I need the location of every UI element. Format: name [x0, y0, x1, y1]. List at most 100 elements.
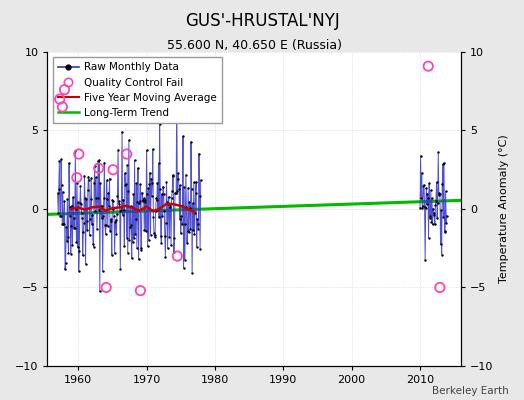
Point: [423, 190, 432, 197]
Point: [117, 204, 126, 210]
Point: [106, 216, 115, 222]
Point: [126, 224, 134, 230]
Point: [113, 211, 121, 217]
Point: [123, 234, 131, 241]
Point: [81, 261, 90, 268]
Point: [75, 200, 84, 206]
Point: [146, 232, 155, 238]
Point: [132, 180, 140, 187]
Point: [151, 232, 159, 238]
Point: [424, 235, 433, 241]
Point: [132, 216, 140, 222]
Point: [82, 218, 91, 224]
Point: [112, 231, 121, 237]
Point: [143, 191, 151, 197]
Point: [111, 219, 119, 225]
Point: [435, 190, 444, 196]
Point: [108, 196, 116, 203]
Point: [57, 156, 66, 163]
Point: [117, 207, 125, 213]
Point: [73, 244, 82, 250]
Point: [131, 230, 139, 237]
Point: [93, 194, 102, 201]
Point: [53, 190, 62, 196]
Point: [432, 179, 441, 186]
Point: [64, 234, 72, 241]
Point: [443, 213, 451, 219]
Point: [441, 229, 449, 236]
Point: [130, 157, 139, 164]
Point: [143, 147, 151, 154]
Point: [78, 215, 86, 222]
Point: [170, 249, 178, 256]
Point: [161, 253, 170, 260]
Point: [146, 170, 154, 176]
Point: [177, 230, 185, 236]
Point: [99, 213, 107, 219]
Point: [438, 252, 446, 258]
Point: [194, 221, 202, 227]
Point: [162, 179, 171, 185]
Point: [127, 222, 135, 228]
Point: [101, 231, 110, 238]
Point: [431, 220, 439, 227]
Point: [120, 242, 128, 249]
Point: [102, 222, 110, 228]
Point: [179, 264, 188, 271]
Point: [68, 242, 77, 248]
Point: [168, 188, 177, 194]
Point: [68, 202, 76, 209]
Point: [154, 160, 162, 166]
Point: [151, 208, 160, 215]
Point: [195, 150, 203, 157]
Point: [124, 250, 132, 256]
Point: [170, 235, 179, 242]
Point: [191, 209, 199, 216]
Point: [437, 207, 445, 213]
Point: [116, 208, 124, 214]
Point: [137, 245, 145, 251]
Point: [113, 193, 122, 200]
Point: [434, 149, 442, 156]
Point: [173, 188, 181, 194]
Point: [79, 252, 87, 259]
Point: [144, 185, 152, 192]
Point: [96, 180, 105, 186]
Point: [69, 194, 77, 200]
Point: [61, 260, 70, 266]
Point: [82, 196, 90, 202]
Point: [130, 235, 138, 241]
Point: [165, 234, 173, 240]
Point: [185, 199, 193, 205]
Point: [189, 226, 198, 233]
Point: [425, 215, 434, 221]
Point: [100, 194, 108, 201]
Point: [119, 207, 128, 213]
Point: [417, 194, 425, 201]
Point: [428, 195, 436, 201]
Point: [184, 184, 192, 191]
Point: [195, 193, 204, 200]
Point: [80, 220, 88, 227]
Point: [421, 257, 429, 263]
Point: [430, 212, 439, 218]
Point: [429, 206, 438, 212]
Point: [72, 239, 81, 245]
Point: [58, 220, 67, 227]
Point: [156, 186, 165, 192]
Point: [182, 172, 190, 178]
Point: [84, 186, 92, 193]
Y-axis label: Temperature Anomaly (°C): Temperature Anomaly (°C): [499, 135, 509, 283]
Point: [63, 196, 72, 202]
Point: [159, 183, 167, 190]
Point: [133, 244, 141, 251]
Point: [94, 207, 103, 213]
Point: [89, 240, 97, 247]
Point: [174, 176, 183, 182]
Point: [98, 203, 106, 209]
Point: [88, 221, 96, 227]
Point: [147, 193, 156, 199]
Point: [430, 210, 438, 216]
Point: [190, 179, 198, 186]
Point: [118, 128, 126, 135]
